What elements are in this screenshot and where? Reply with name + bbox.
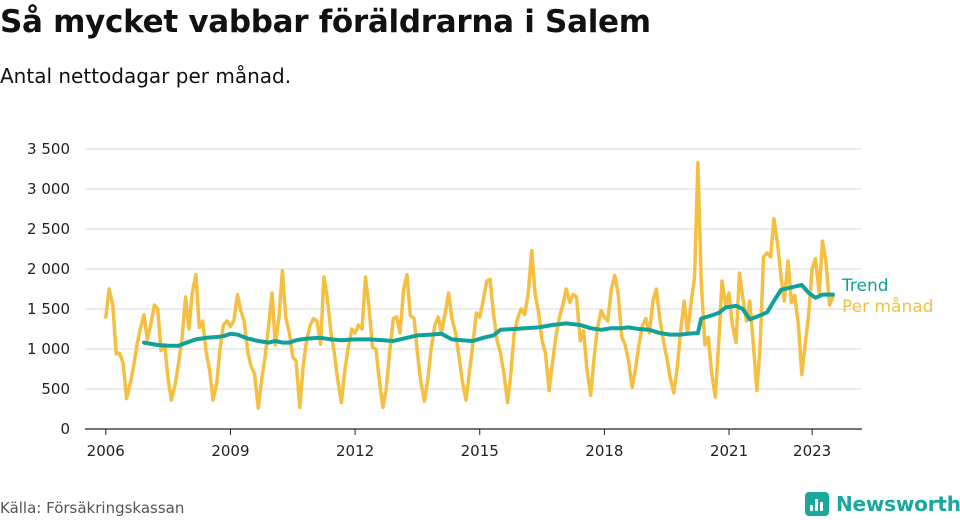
newsworthy-logo-icon: [805, 492, 829, 516]
x-tick-label: 2021: [710, 442, 748, 460]
x-tick-label: 2023: [793, 442, 831, 460]
brand-logo[interactable]: Newsworthy: [805, 489, 960, 519]
y-tick-label: 0: [60, 420, 70, 438]
brand-name: Newsworthy: [836, 492, 960, 516]
y-tick-label: 500: [41, 380, 70, 398]
y-tick-label: 2 500: [27, 220, 70, 238]
y-tick-label: 2 000: [27, 260, 70, 278]
source-note: Källa: Försäkringskassan: [0, 499, 185, 517]
x-tick-label: 2012: [336, 442, 374, 460]
y-tick-label: 1 500: [27, 300, 70, 318]
legend-label-per-manad: Per månad: [842, 296, 933, 317]
y-tick-label: 3 000: [27, 180, 70, 198]
chart-title: Så mycket vabbar föräldrarna i Salem: [0, 4, 651, 40]
x-tick-label: 2006: [87, 442, 125, 460]
y-tick-label: 3 500: [27, 140, 70, 158]
monthly-series-line: [104, 160, 835, 410]
x-tick-label: 2018: [585, 442, 623, 460]
y-tick-label: 1 000: [27, 340, 70, 358]
trend-series-line: [142, 283, 835, 348]
x-tick-label: 2009: [211, 442, 249, 460]
x-tick-label: 2015: [461, 442, 499, 460]
legend-label-trend: Trend: [841, 276, 889, 296]
chart-subtitle: Antal nettodagar per månad.: [0, 64, 292, 88]
